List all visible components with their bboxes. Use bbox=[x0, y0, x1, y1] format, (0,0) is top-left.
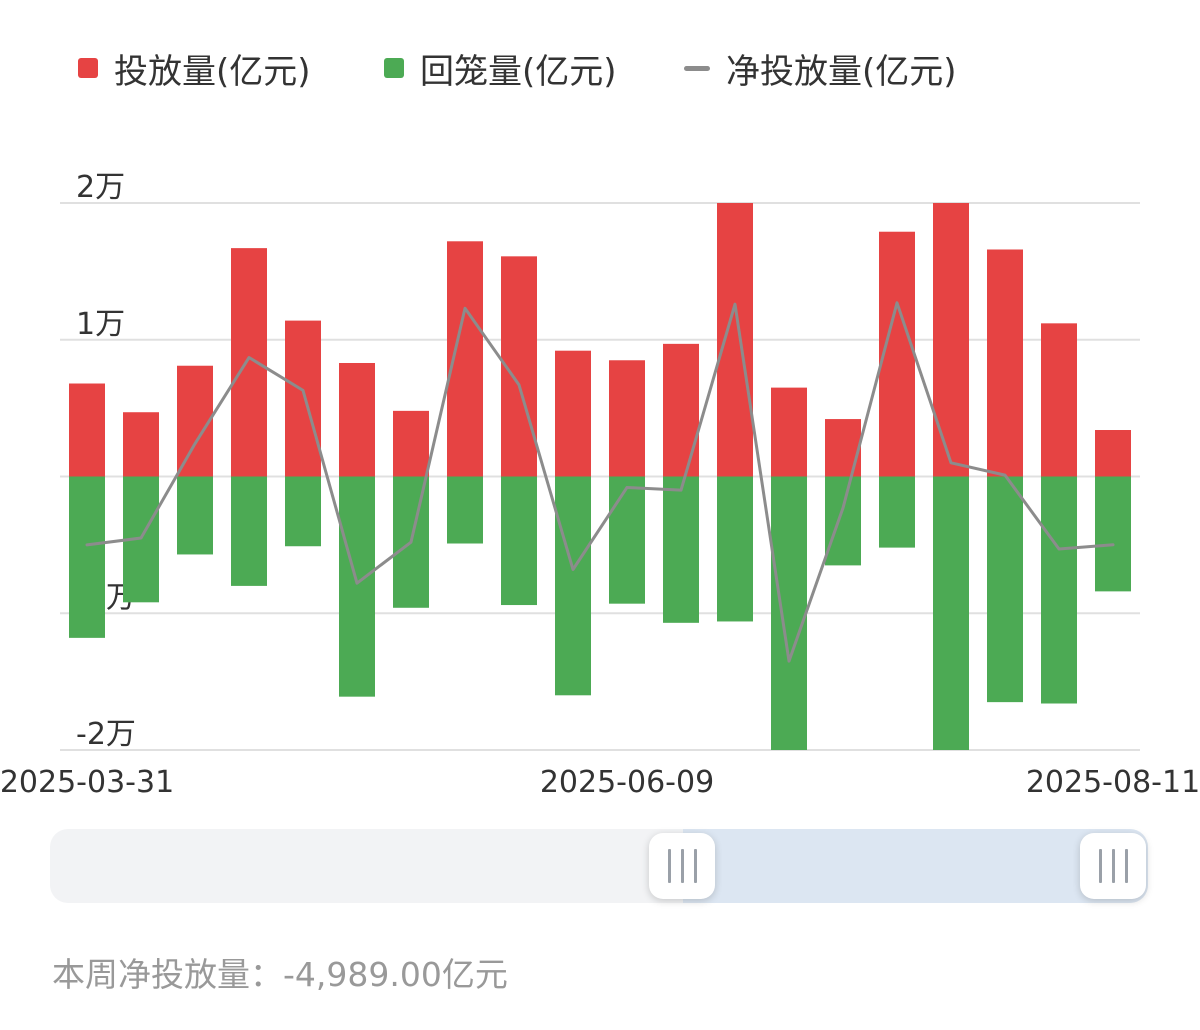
grip-line bbox=[693, 849, 697, 883]
zoom-slider-selected-range[interactable] bbox=[683, 829, 1148, 903]
grip-line bbox=[1111, 849, 1115, 883]
zoom-slider-right-handle[interactable] bbox=[1080, 833, 1146, 899]
issue-bar bbox=[555, 350, 591, 477]
withdraw-bar bbox=[663, 476, 699, 623]
issue-bar bbox=[717, 203, 753, 477]
weekly-net-unit: 亿元 bbox=[441, 955, 508, 994]
legend-swatch-withdraw bbox=[384, 58, 404, 78]
issue-bar bbox=[987, 249, 1023, 477]
grip-line bbox=[667, 849, 671, 883]
withdraw-bar bbox=[447, 476, 483, 544]
y-tick-label: -2万 bbox=[76, 717, 136, 752]
issue-bar bbox=[393, 410, 429, 477]
issue-bar bbox=[609, 360, 645, 477]
y-tick-label: 2万 bbox=[76, 170, 125, 205]
legend-label-net: 净投放量(亿元) bbox=[726, 51, 957, 92]
legend-label-issue: 投放量(亿元) bbox=[114, 51, 311, 92]
weekly-net-summary: 本周净投放量：-4,989.00亿元 bbox=[52, 948, 508, 996]
withdraw-bar bbox=[285, 476, 321, 547]
issue-bar bbox=[771, 387, 807, 477]
issue-bar bbox=[231, 248, 267, 477]
withdraw-bar bbox=[177, 476, 213, 555]
issue-bar bbox=[285, 320, 321, 477]
issue-bar bbox=[825, 419, 861, 477]
withdraw-bar bbox=[933, 476, 969, 750]
weekly-net-label: 本周净投放量： bbox=[52, 955, 283, 994]
issue-bar bbox=[339, 362, 375, 477]
withdraw-bar bbox=[987, 476, 1023, 703]
issue-bar bbox=[1095, 430, 1131, 477]
issue-bar bbox=[123, 412, 159, 477]
withdraw-bar bbox=[1095, 476, 1131, 592]
grip-line bbox=[680, 849, 684, 883]
y-tick-label: 1万 bbox=[76, 307, 125, 342]
x-tick-label: 2025-03-31 bbox=[0, 765, 174, 800]
withdraw-bar bbox=[1041, 476, 1077, 704]
legend-label-withdraw: 回笼量(亿元) bbox=[420, 51, 617, 92]
legend-item-withdraw[interactable]: 回笼量(亿元) bbox=[384, 40, 617, 96]
withdraw-bar bbox=[609, 476, 645, 604]
chart-plot: 2万1万0-1万-2万2025-03-312025-06-092025-08-1… bbox=[0, 170, 1200, 800]
withdraw-bar bbox=[501, 476, 537, 606]
chart-legend: 投放量(亿元) 回笼量(亿元) 净投放量(亿元) bbox=[0, 40, 1200, 96]
zoom-slider-left-handle[interactable] bbox=[649, 833, 715, 899]
legend-item-issue[interactable]: 投放量(亿元) bbox=[78, 40, 311, 96]
x-tick-label: 2025-08-11 bbox=[1026, 765, 1200, 800]
weekly-net-value: -4,989.00 bbox=[283, 955, 442, 994]
legend-line-net bbox=[684, 65, 710, 71]
issue-bar bbox=[663, 343, 699, 477]
issue-bar bbox=[177, 365, 213, 477]
withdraw-bar bbox=[717, 476, 753, 622]
x-tick-label: 2025-06-09 bbox=[540, 765, 714, 800]
withdraw-bar bbox=[339, 476, 375, 697]
grip-line bbox=[1124, 849, 1128, 883]
withdraw-bar bbox=[69, 476, 105, 638]
issue-bar bbox=[69, 383, 105, 477]
grip-line bbox=[1098, 849, 1102, 883]
legend-item-net[interactable]: 净投放量(亿元) bbox=[684, 40, 957, 96]
withdraw-bar bbox=[825, 476, 861, 566]
issue-bar bbox=[933, 203, 969, 477]
legend-swatch-issue bbox=[78, 58, 98, 78]
issue-bar bbox=[1041, 323, 1077, 477]
withdraw-bar bbox=[879, 476, 915, 548]
withdraw-bar bbox=[555, 476, 591, 696]
withdraw-bar bbox=[231, 476, 267, 586]
zoom-slider[interactable] bbox=[50, 829, 1148, 903]
withdraw-bar bbox=[771, 476, 807, 750]
net-series-line bbox=[85, 301, 1115, 663]
